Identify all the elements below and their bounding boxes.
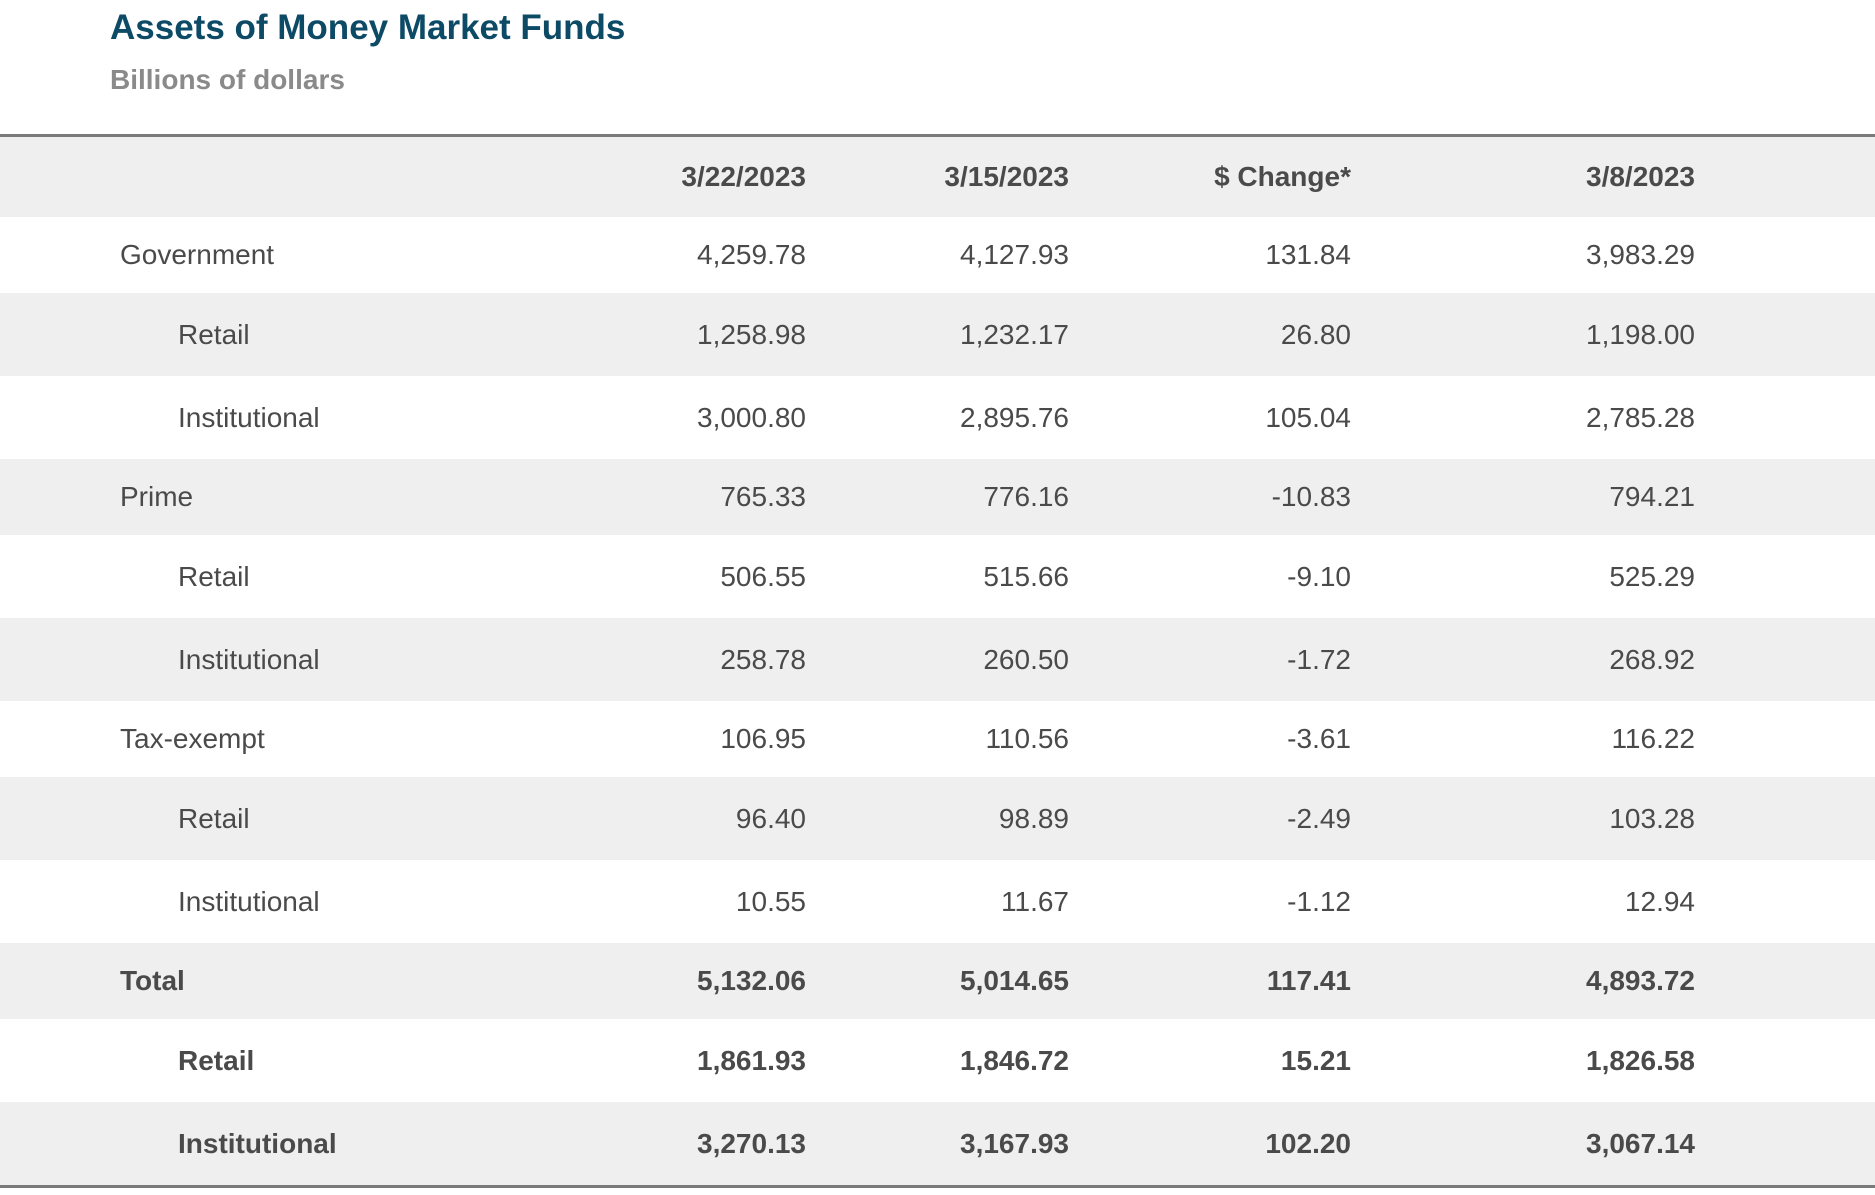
table-subtitle: Billions of dollars [110, 64, 345, 95]
table-cell: 5,132.06 [697, 965, 806, 996]
table-row-tax-exempt-institutional: Institutional 10.55 11.67 -1.12 12.94 [0, 860, 1875, 943]
row-label: Institutional [178, 401, 320, 433]
table-cell: -9.10 [1287, 560, 1351, 592]
table-header-row: 3/22/2023 3/15/2023 $ Change* 3/8/2023 [0, 137, 1875, 217]
row-label: Tax-exempt [120, 723, 265, 754]
column-header-3-15-2023: 3/15/2023 [944, 161, 1069, 192]
table-cell: 1,826.58 [1586, 1044, 1695, 1076]
column-header-change: $ Change* [1214, 161, 1351, 192]
table-cell: 15.21 [1280, 1044, 1351, 1076]
table-row-prime-institutional: Institutional 258.78 260.50 -1.72 268.92 [0, 618, 1875, 701]
row-label: Retail [178, 1044, 255, 1076]
table-cell: 98.89 [998, 802, 1069, 834]
table-cell: 106.95 [720, 723, 806, 754]
table-row-prime-retail: Retail 506.55 515.66 -9.10 525.29 [0, 535, 1875, 618]
table-row-tax-exempt-retail: Retail 96.40 98.89 -2.49 103.28 [0, 777, 1875, 860]
table-cell: 525.29 [1609, 560, 1695, 592]
table-cell: 268.92 [1609, 643, 1695, 675]
table-cell: -10.83 [1271, 481, 1351, 512]
row-label: Total [120, 965, 185, 996]
row-label: Government [120, 239, 275, 270]
table-row-prime: Prime 765.33 776.16 -10.83 794.21 [0, 459, 1875, 535]
table-row-total-retail: Retail 1,861.93 1,846.72 15.21 1,826.58 [0, 1019, 1875, 1102]
table-cell: 794.21 [1609, 481, 1695, 512]
money-market-table: 3/22/2023 3/15/2023 $ Change* 3/8/2023 G… [0, 134, 1875, 1188]
row-label: Prime [120, 481, 194, 512]
column-header-3-8-2023: 3/8/2023 [1586, 161, 1695, 192]
table-cell: 3,000.80 [697, 401, 806, 433]
table-cell: -2.49 [1287, 802, 1351, 834]
table-cell: 96.40 [735, 802, 806, 834]
table-row-total-institutional: Institutional 3,270.13 3,167.93 102.20 3… [0, 1102, 1875, 1185]
table-cell: 258.78 [720, 643, 806, 675]
table-cell: 260.50 [983, 643, 1069, 675]
table-cell: 103.28 [1609, 802, 1695, 834]
table-cell: 1,258.98 [697, 318, 806, 350]
row-label: Institutional [178, 643, 320, 675]
table-cell: 1,232.17 [960, 318, 1069, 350]
table-cell: 4,893.72 [1586, 965, 1695, 996]
table-cell: -3.61 [1287, 723, 1351, 754]
table-cell: 515.66 [983, 560, 1069, 592]
column-header-3-22-2023: 3/22/2023 [681, 161, 806, 192]
table-cell: 3,983.29 [1586, 239, 1695, 270]
table-row-tax-exempt: Tax-exempt 106.95 110.56 -3.61 116.22 [0, 701, 1875, 777]
row-label: Retail [178, 560, 250, 592]
table-cell: 3,167.93 [960, 1127, 1069, 1159]
table-cell: 117.41 [1266, 965, 1351, 996]
table-cell: 506.55 [720, 560, 806, 592]
table-cell: 110.56 [985, 723, 1069, 754]
table-row-government-retail: Retail 1,258.98 1,232.17 26.80 1,198.00 [0, 293, 1875, 376]
table-cell: 4,259.78 [697, 239, 806, 270]
table-cell: -1.12 [1287, 885, 1351, 917]
table-cell: 12.94 [1624, 885, 1695, 917]
table-title: Assets of Money Market Funds [110, 8, 626, 47]
table-cell: 3,270.13 [697, 1127, 806, 1159]
table-cell: 105.04 [1265, 401, 1351, 433]
table-cell: -1.72 [1287, 643, 1351, 675]
table-cell: 5,014.65 [960, 965, 1069, 996]
table-row-government-institutional: Institutional 3,000.80 2,895.76 105.04 2… [0, 376, 1875, 459]
table-cell: 131.84 [1265, 239, 1351, 270]
table-cell: 4,127.93 [960, 239, 1069, 270]
table-row-total: Total 5,132.06 5,014.65 117.41 4,893.72 [0, 943, 1875, 1019]
table-cell: 1,198.00 [1586, 318, 1695, 350]
table-cell: 2,785.28 [1586, 401, 1695, 433]
table-cell: 776.16 [983, 481, 1069, 512]
row-label: Institutional [178, 885, 320, 917]
table-cell: 102.20 [1265, 1127, 1351, 1159]
table-cell: 10.55 [735, 885, 806, 917]
table-cell: 2,895.76 [960, 401, 1069, 433]
table-cell: 3,067.14 [1586, 1127, 1695, 1159]
table-cell: 765.33 [720, 481, 806, 512]
table-cell: 26.80 [1280, 318, 1351, 350]
table-cell: 1,846.72 [960, 1044, 1069, 1076]
table-cell: 11.67 [1001, 885, 1069, 917]
table-cell: 116.22 [1611, 723, 1695, 754]
table-row-government: Government 4,259.78 4,127.93 131.84 3,98… [0, 217, 1875, 293]
row-label: Retail [178, 318, 250, 350]
table-cell: 1,861.93 [697, 1044, 806, 1076]
row-label: Retail [178, 802, 250, 834]
row-label: Institutional [178, 1127, 337, 1159]
